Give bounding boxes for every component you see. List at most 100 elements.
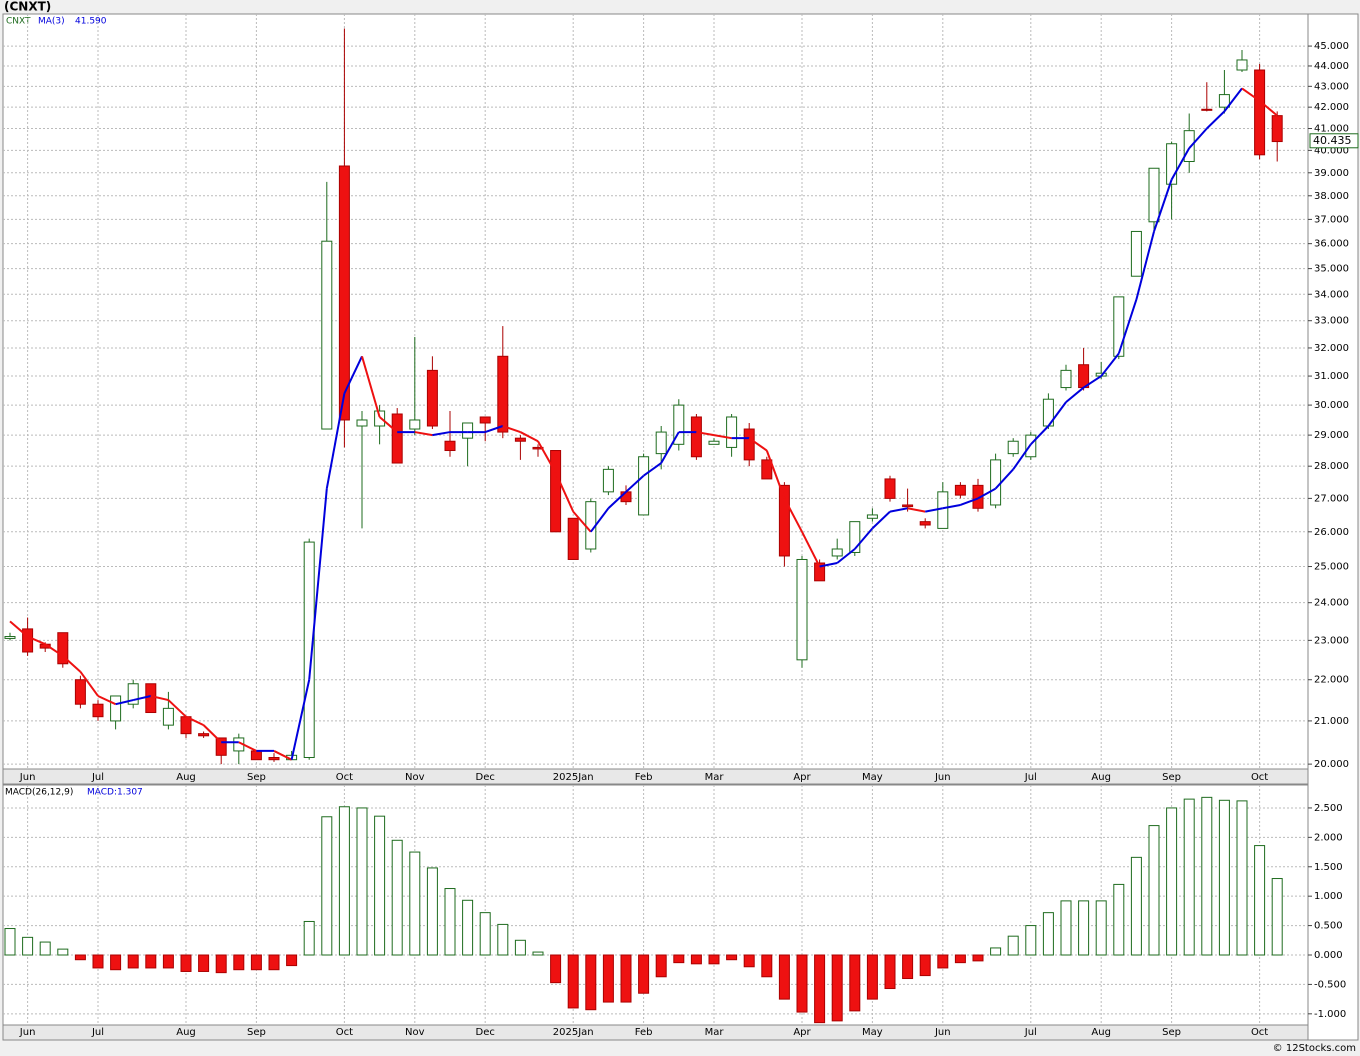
- y-tick-label: 23.000: [1314, 635, 1349, 646]
- macd-bar: [74, 954, 86, 961]
- y-tick-label: -1.000: [1314, 1009, 1346, 1020]
- candle-body: [444, 440, 456, 452]
- macd-bar: [1095, 900, 1107, 956]
- macd-bar: [1042, 912, 1054, 956]
- candle-body: [990, 459, 1002, 506]
- ma-segment: [185, 715, 205, 727]
- macd-bar: [321, 816, 333, 956]
- y-tick-label: 21.000: [1314, 716, 1349, 727]
- macd-bar: [655, 954, 667, 978]
- candle-body: [585, 501, 597, 550]
- ma-segment: [502, 425, 521, 434]
- x-tick-label: Jun: [19, 772, 36, 783]
- x-tick-label: Sep: [1162, 772, 1181, 783]
- candle-body: [726, 416, 738, 448]
- macd-bar: [303, 920, 315, 956]
- candle-body: [743, 428, 755, 461]
- y-tick-label: 38.000: [1314, 191, 1349, 202]
- candle-body: [198, 733, 210, 737]
- ma-segment: [572, 510, 592, 533]
- ma-legend: MA(3): [38, 17, 65, 27]
- x-tick-label: Aug: [1091, 772, 1111, 783]
- x-tick-label: Apr: [793, 772, 811, 783]
- right-axis: [1307, 13, 1359, 1041]
- candle-body: [1148, 167, 1160, 223]
- last-price-tag: [1309, 133, 1359, 149]
- ma-segment: [62, 655, 82, 673]
- y-tick-label: 25.000: [1314, 562, 1349, 573]
- macd-bar: [814, 954, 826, 1024]
- macd-bar: [1218, 799, 1230, 956]
- macd-bar: [743, 954, 755, 968]
- ma-segment: [27, 635, 46, 646]
- y-tick-label: 32.000: [1314, 343, 1349, 354]
- x-tick-label: Oct: [336, 772, 353, 783]
- y-tick-label: 27.000: [1314, 493, 1349, 504]
- x-tick-label: May: [862, 1027, 883, 1038]
- ma-segment: [519, 431, 539, 443]
- ma-segment: [748, 437, 768, 452]
- macd-bar: [1007, 935, 1019, 956]
- price-x-axis: [2, 768, 1309, 785]
- y-tick-label: 45.000: [1314, 41, 1349, 52]
- candle-body: [74, 679, 86, 705]
- x-tick-label: Nov: [405, 1027, 425, 1038]
- macd-bar: [22, 936, 34, 956]
- macd-bar: [708, 954, 720, 965]
- y-tick-label: 41.000: [1314, 124, 1349, 135]
- macd-x-axis: [2, 1024, 1309, 1041]
- ma-segment: [9, 620, 29, 638]
- ma-segment: [273, 750, 293, 761]
- candle-body: [215, 737, 227, 756]
- candle-body: [708, 440, 720, 445]
- x-tick-label: Jul: [1024, 772, 1037, 783]
- macd-bar: [1113, 883, 1125, 956]
- candle-body: [761, 459, 773, 480]
- macd-bar: [972, 954, 984, 962]
- macd-bar: [1236, 800, 1248, 956]
- macd-bar: [1060, 900, 1072, 956]
- y-tick-label: 0.500: [1314, 921, 1343, 932]
- macd-bar: [180, 954, 192, 972]
- candle-body: [655, 431, 667, 455]
- y-tick-label: 33.000: [1314, 316, 1349, 327]
- candle-body: [778, 484, 790, 557]
- candle-body: [567, 517, 579, 560]
- ma-segment: [361, 356, 381, 418]
- x-tick-label: Jul: [1024, 1027, 1037, 1038]
- ma-segment: [537, 440, 557, 474]
- candle-body: [268, 757, 280, 761]
- ma-segment: [79, 671, 99, 697]
- ma-segment: [713, 434, 732, 440]
- y-tick-label: 28.000: [1314, 461, 1349, 472]
- macd-bar: [268, 954, 280, 971]
- ma-segment: [765, 450, 786, 499]
- macd-bar: [796, 954, 808, 1013]
- candle-body: [1113, 296, 1125, 357]
- candle-body: [110, 695, 122, 722]
- macd-panel: [2, 784, 1309, 1026]
- y-tick-label: 24.000: [1314, 598, 1349, 609]
- macd-bar: [1254, 845, 1266, 956]
- ma-segment: [238, 741, 257, 752]
- candle-body: [690, 416, 702, 458]
- candle-body: [409, 419, 421, 430]
- ma-segment: [1047, 401, 1067, 427]
- ma-segment: [290, 679, 311, 760]
- macd-bar: [550, 954, 562, 984]
- macd-bar: [92, 954, 104, 969]
- y-tick-label: 42.000: [1314, 102, 1349, 113]
- y-tick-label: 1.000: [1314, 891, 1343, 902]
- ma-segment: [378, 416, 398, 433]
- macd-bar: [1130, 856, 1142, 956]
- candle-body: [1007, 440, 1019, 455]
- candle-body: [620, 491, 632, 503]
- y-tick-label: 2.000: [1314, 832, 1343, 843]
- x-tick-label: Nov: [405, 772, 425, 783]
- last-price-label: 40.435: [1313, 134, 1352, 147]
- candle-body: [814, 562, 826, 582]
- macd-bar: [761, 954, 773, 978]
- x-tick-label: Jun: [19, 1027, 36, 1038]
- macd-bar: [638, 954, 650, 994]
- candle-body: [374, 410, 386, 427]
